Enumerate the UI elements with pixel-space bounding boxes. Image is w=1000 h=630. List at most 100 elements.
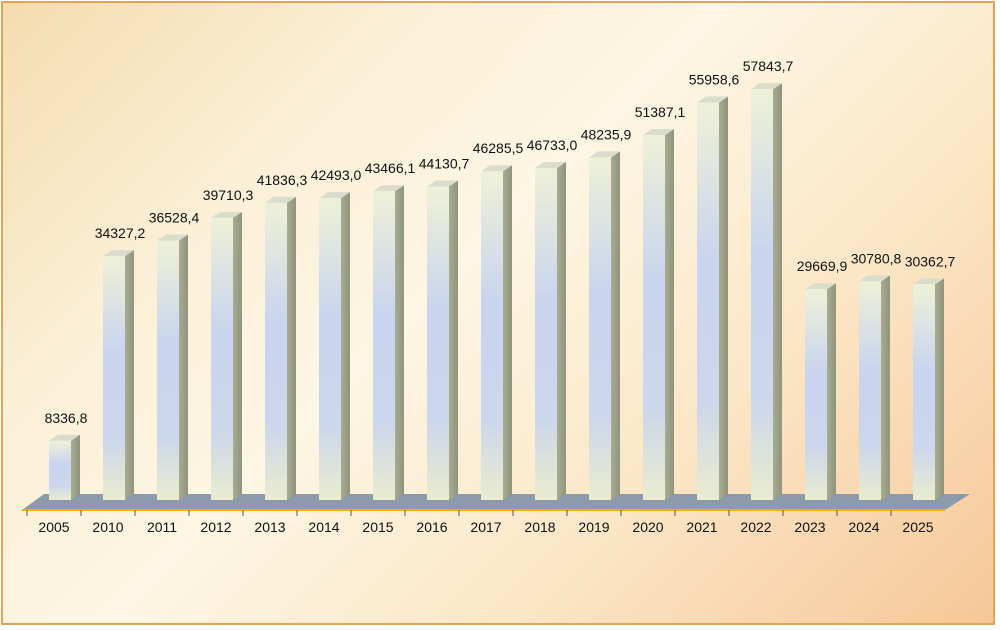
- bar-2017: [481, 165, 512, 500]
- x-tick-label: 2013: [254, 519, 285, 535]
- x-tick-label: 2019: [578, 519, 609, 535]
- x-tick-label: 2014: [308, 519, 339, 535]
- bar-front: [49, 440, 71, 500]
- data-label: 39710,3: [203, 187, 254, 203]
- bar-side: [611, 151, 620, 501]
- x-tick-label: 2010: [92, 519, 123, 535]
- data-label: 51387,1: [635, 104, 686, 120]
- bar-2012: [211, 211, 242, 501]
- bar-2010: [103, 250, 134, 500]
- bar-2014: [319, 192, 350, 500]
- data-label: 46285,5: [473, 140, 524, 156]
- x-tick-label: 2017: [470, 519, 501, 535]
- x-tick-label: 2024: [848, 519, 879, 535]
- bar-top: [805, 283, 836, 290]
- data-label: 30780,8: [851, 250, 902, 266]
- bar-front: [805, 289, 827, 500]
- bar-top: [751, 83, 782, 90]
- bar-top: [265, 196, 296, 203]
- bar-front: [265, 202, 287, 501]
- data-label: 8336,8: [45, 410, 88, 426]
- x-tick-label: 2005: [38, 519, 69, 535]
- bar-side: [665, 128, 674, 500]
- x-tick-label: 2022: [740, 519, 771, 535]
- data-label: 46733,0: [527, 137, 578, 153]
- bar-top: [481, 165, 512, 172]
- bar-top: [373, 185, 404, 192]
- bar-side: [719, 96, 728, 500]
- data-label: 48235,9: [581, 126, 632, 142]
- data-label: 42493,0: [311, 167, 362, 183]
- bar-front: [373, 191, 395, 500]
- bar-2016: [427, 180, 458, 501]
- bar-top: [319, 192, 350, 199]
- x-tick-label: 2021: [686, 519, 717, 535]
- bar-front: [643, 134, 665, 500]
- bar-2019: [589, 151, 620, 501]
- x-tick-label: 2015: [362, 519, 393, 535]
- x-tick-label: 2025: [902, 519, 933, 535]
- data-label: 29669,9: [797, 258, 848, 274]
- bar-side: [179, 234, 188, 500]
- bar-top: [913, 278, 944, 285]
- bar-2021: [697, 96, 728, 500]
- bar-side: [881, 275, 890, 500]
- bar-2011: [157, 234, 188, 500]
- bar-top: [643, 128, 674, 135]
- data-label: 57843,7: [743, 58, 794, 74]
- bar-front: [103, 256, 125, 500]
- bar-2022: [751, 83, 782, 501]
- bar-side: [935, 278, 944, 500]
- x-tick-label: 2011: [147, 519, 177, 535]
- bar-2023: [805, 283, 836, 500]
- x-tick-label: 2023: [794, 519, 825, 535]
- bar-side: [125, 250, 134, 500]
- bar-front: [859, 281, 881, 500]
- bar-side: [503, 165, 512, 500]
- bar-2013: [265, 196, 296, 501]
- bar-side: [557, 162, 566, 500]
- bar-front: [481, 171, 503, 500]
- bar-front: [427, 186, 449, 501]
- data-label: 44130,7: [419, 156, 470, 172]
- bar-top: [157, 234, 188, 241]
- x-tick-label: 2018: [524, 519, 555, 535]
- bar-side: [395, 185, 404, 500]
- bar-front: [535, 168, 557, 500]
- bar-2020: [643, 128, 674, 500]
- data-label: 41836,3: [257, 172, 308, 188]
- x-tick-label: 2020: [632, 519, 663, 535]
- bar-top: [535, 162, 566, 169]
- data-label: 30362,7: [905, 253, 956, 269]
- bar-front: [913, 284, 935, 500]
- bar-2018: [535, 162, 566, 500]
- bar-side: [449, 180, 458, 501]
- bar-side: [827, 283, 836, 500]
- x-tick-label: 2016: [416, 519, 447, 535]
- bar-side: [233, 211, 242, 501]
- bar-top: [49, 434, 80, 441]
- bar-2005: [49, 434, 80, 500]
- x-tick-label: 2012: [200, 519, 231, 535]
- chart-floor: [22, 494, 970, 510]
- data-label: 34327,2: [95, 225, 146, 241]
- bar-front: [319, 198, 341, 500]
- bar-side: [341, 192, 350, 500]
- bar-top: [859, 275, 890, 282]
- bar-front: [157, 240, 179, 500]
- data-label: 36528,4: [149, 210, 200, 226]
- bar-2024: [859, 275, 890, 500]
- bar-front: [589, 157, 611, 501]
- bar-top: [589, 151, 620, 158]
- bar-2025: [913, 278, 944, 500]
- bar-top: [103, 250, 134, 257]
- bar-top: [427, 180, 458, 187]
- bar-front: [697, 102, 719, 500]
- bar-side: [773, 83, 782, 501]
- bar-side: [71, 434, 80, 500]
- data-label: 55958,6: [689, 72, 740, 88]
- bar-front: [751, 89, 773, 501]
- bar-top: [211, 211, 242, 218]
- bar-front: [211, 217, 233, 501]
